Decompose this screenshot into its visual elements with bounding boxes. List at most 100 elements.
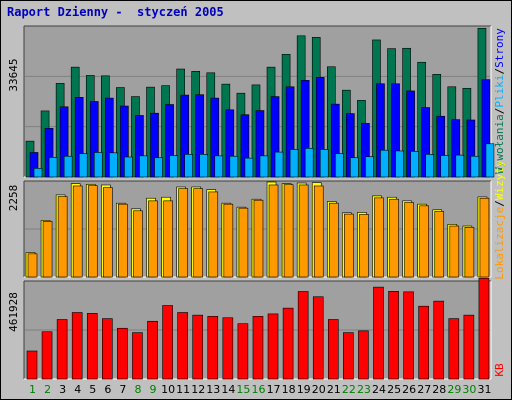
x-tick-label: 2	[44, 383, 51, 396]
legend-bottom: KB	[493, 363, 506, 377]
bar-kb-day-2	[41, 331, 53, 380]
legend-item: KB	[493, 363, 506, 377]
bar-kb-day-8	[132, 332, 143, 380]
bar-lokalizacje-day-21	[328, 202, 339, 278]
bar-strony-day-6	[109, 152, 118, 178]
x-tick-label: 10	[161, 383, 175, 396]
legend-item: Wizyty	[493, 160, 506, 200]
bar-lokalizacje-day-18	[283, 184, 294, 278]
bar-strony-day-21	[334, 153, 344, 178]
x-tick-label: 31	[477, 383, 491, 396]
x-tick-label: 27	[417, 383, 431, 396]
bar-strony-day-31	[485, 143, 495, 178]
bar-strony-day-25	[395, 150, 404, 178]
bar-strony-day-2	[48, 157, 58, 178]
x-tick-label: 29	[447, 383, 461, 396]
x-tick-label: 13	[206, 383, 220, 396]
x-tick-label: 30	[462, 383, 476, 396]
x-tick-label: 20	[312, 383, 326, 396]
bar-strony-day-29	[455, 154, 465, 178]
bar-strony-day-15	[244, 157, 254, 178]
x-tick-label: 17	[267, 383, 281, 396]
bar-strony-day-16	[259, 155, 269, 178]
bar-strony-day-26	[410, 151, 419, 178]
bar-kb-day-23	[358, 330, 369, 380]
x-tick-label: 6	[104, 383, 111, 396]
bar-strony-day-13	[214, 155, 224, 178]
bar-lokalizacje-day-24	[374, 197, 384, 278]
bar-kb-day-4	[71, 312, 83, 380]
bar-strony-day-18	[289, 149, 299, 178]
bar-lokalizacje-day-25	[389, 198, 399, 278]
bar-strony-day-23	[365, 156, 374, 178]
panel-bottom: 461928	[7, 278, 492, 380]
x-tick-label: 9	[150, 383, 157, 396]
bar-lokalizacje-day-2	[42, 221, 53, 278]
bar-lokalizacje-day-16	[253, 199, 264, 278]
bar-lokalizacje-day-30	[464, 227, 475, 278]
bar-kb-day-22	[343, 332, 354, 380]
bar-strony-day-14	[229, 155, 239, 178]
bar-strony-day-30	[470, 155, 480, 178]
bar-kb-day-31	[478, 278, 490, 380]
bar-strony-day-10	[169, 155, 178, 178]
x-tick-label: 11	[176, 383, 190, 396]
bar-kb-day-3	[56, 319, 68, 380]
bar-kb-day-9	[147, 320, 158, 380]
x-tick-label: 26	[402, 383, 416, 396]
bar-lokalizacje-day-15	[238, 207, 249, 278]
x-tick-label: 25	[387, 383, 401, 396]
y-tick-label: 33645	[7, 58, 20, 91]
bar-kb-day-7	[117, 327, 128, 380]
bar-kb-day-19	[297, 291, 309, 380]
bar-lokalizacje-day-3	[57, 196, 68, 278]
bar-kb-day-26	[403, 291, 414, 380]
bar-kb-day-12	[192, 314, 204, 380]
x-tick-label: 1	[29, 383, 36, 396]
bar-kb-day-16	[252, 316, 264, 380]
bar-lokalizacje-day-19	[298, 184, 309, 278]
bar-strony-day-27	[425, 154, 434, 178]
x-tick-label: 21	[327, 383, 341, 396]
y-tick-label: 461928	[7, 292, 20, 332]
bar-lokalizacje-day-26	[404, 202, 414, 278]
page-title: Raport Dzienny - styczeń 2005	[7, 5, 224, 19]
bar-lokalizacje-day-4	[72, 185, 83, 278]
bar-lokalizacje-day-10	[163, 200, 173, 278]
x-tick-label: 14	[221, 383, 235, 396]
bar-strony-day-11	[184, 154, 193, 178]
bar-lokalizacje-day-6	[103, 187, 113, 278]
bar-lokalizacje-day-5	[87, 185, 98, 278]
legend-separator: /	[493, 68, 506, 75]
bar-kb-day-29	[448, 318, 460, 380]
bar-kb-day-28	[433, 300, 445, 380]
bar-lokalizacje-day-8	[133, 210, 143, 278]
bar-strony-day-1	[33, 168, 43, 178]
bar-lokalizacje-day-13	[208, 191, 219, 278]
panel-middle: 2258	[7, 180, 492, 278]
bar-kb-day-18	[282, 307, 294, 380]
x-tick-label: 15	[236, 383, 250, 396]
x-tick-label: 3	[59, 383, 66, 396]
bar-kb-day-27	[418, 305, 429, 380]
x-tick-label: 5	[89, 383, 96, 396]
y-tick-label: 2258	[7, 185, 20, 212]
bar-kb-day-1	[26, 350, 38, 380]
bar-lokalizacje-day-12	[193, 188, 204, 278]
legend-middle: Lokalizacje/Wizyty	[493, 160, 506, 280]
bar-strony-day-7	[124, 156, 133, 178]
x-tick-label: 22	[342, 383, 356, 396]
legend-item: Pliki	[493, 75, 506, 108]
bar-strony-day-12	[199, 154, 209, 178]
bar-lokalizacje-day-11	[178, 188, 188, 278]
x-tick-label: 8	[134, 383, 141, 396]
bar-lokalizacje-day-9	[148, 200, 158, 278]
bar-strony-day-9	[154, 157, 163, 178]
bar-strony-day-8	[139, 155, 148, 178]
bar-lokalizacje-day-31	[479, 197, 490, 278]
bar-strony-day-24	[380, 149, 389, 178]
bar-kb-day-14	[222, 317, 234, 380]
bar-kb-day-17	[267, 313, 279, 380]
bar-kb-day-24	[373, 286, 384, 380]
